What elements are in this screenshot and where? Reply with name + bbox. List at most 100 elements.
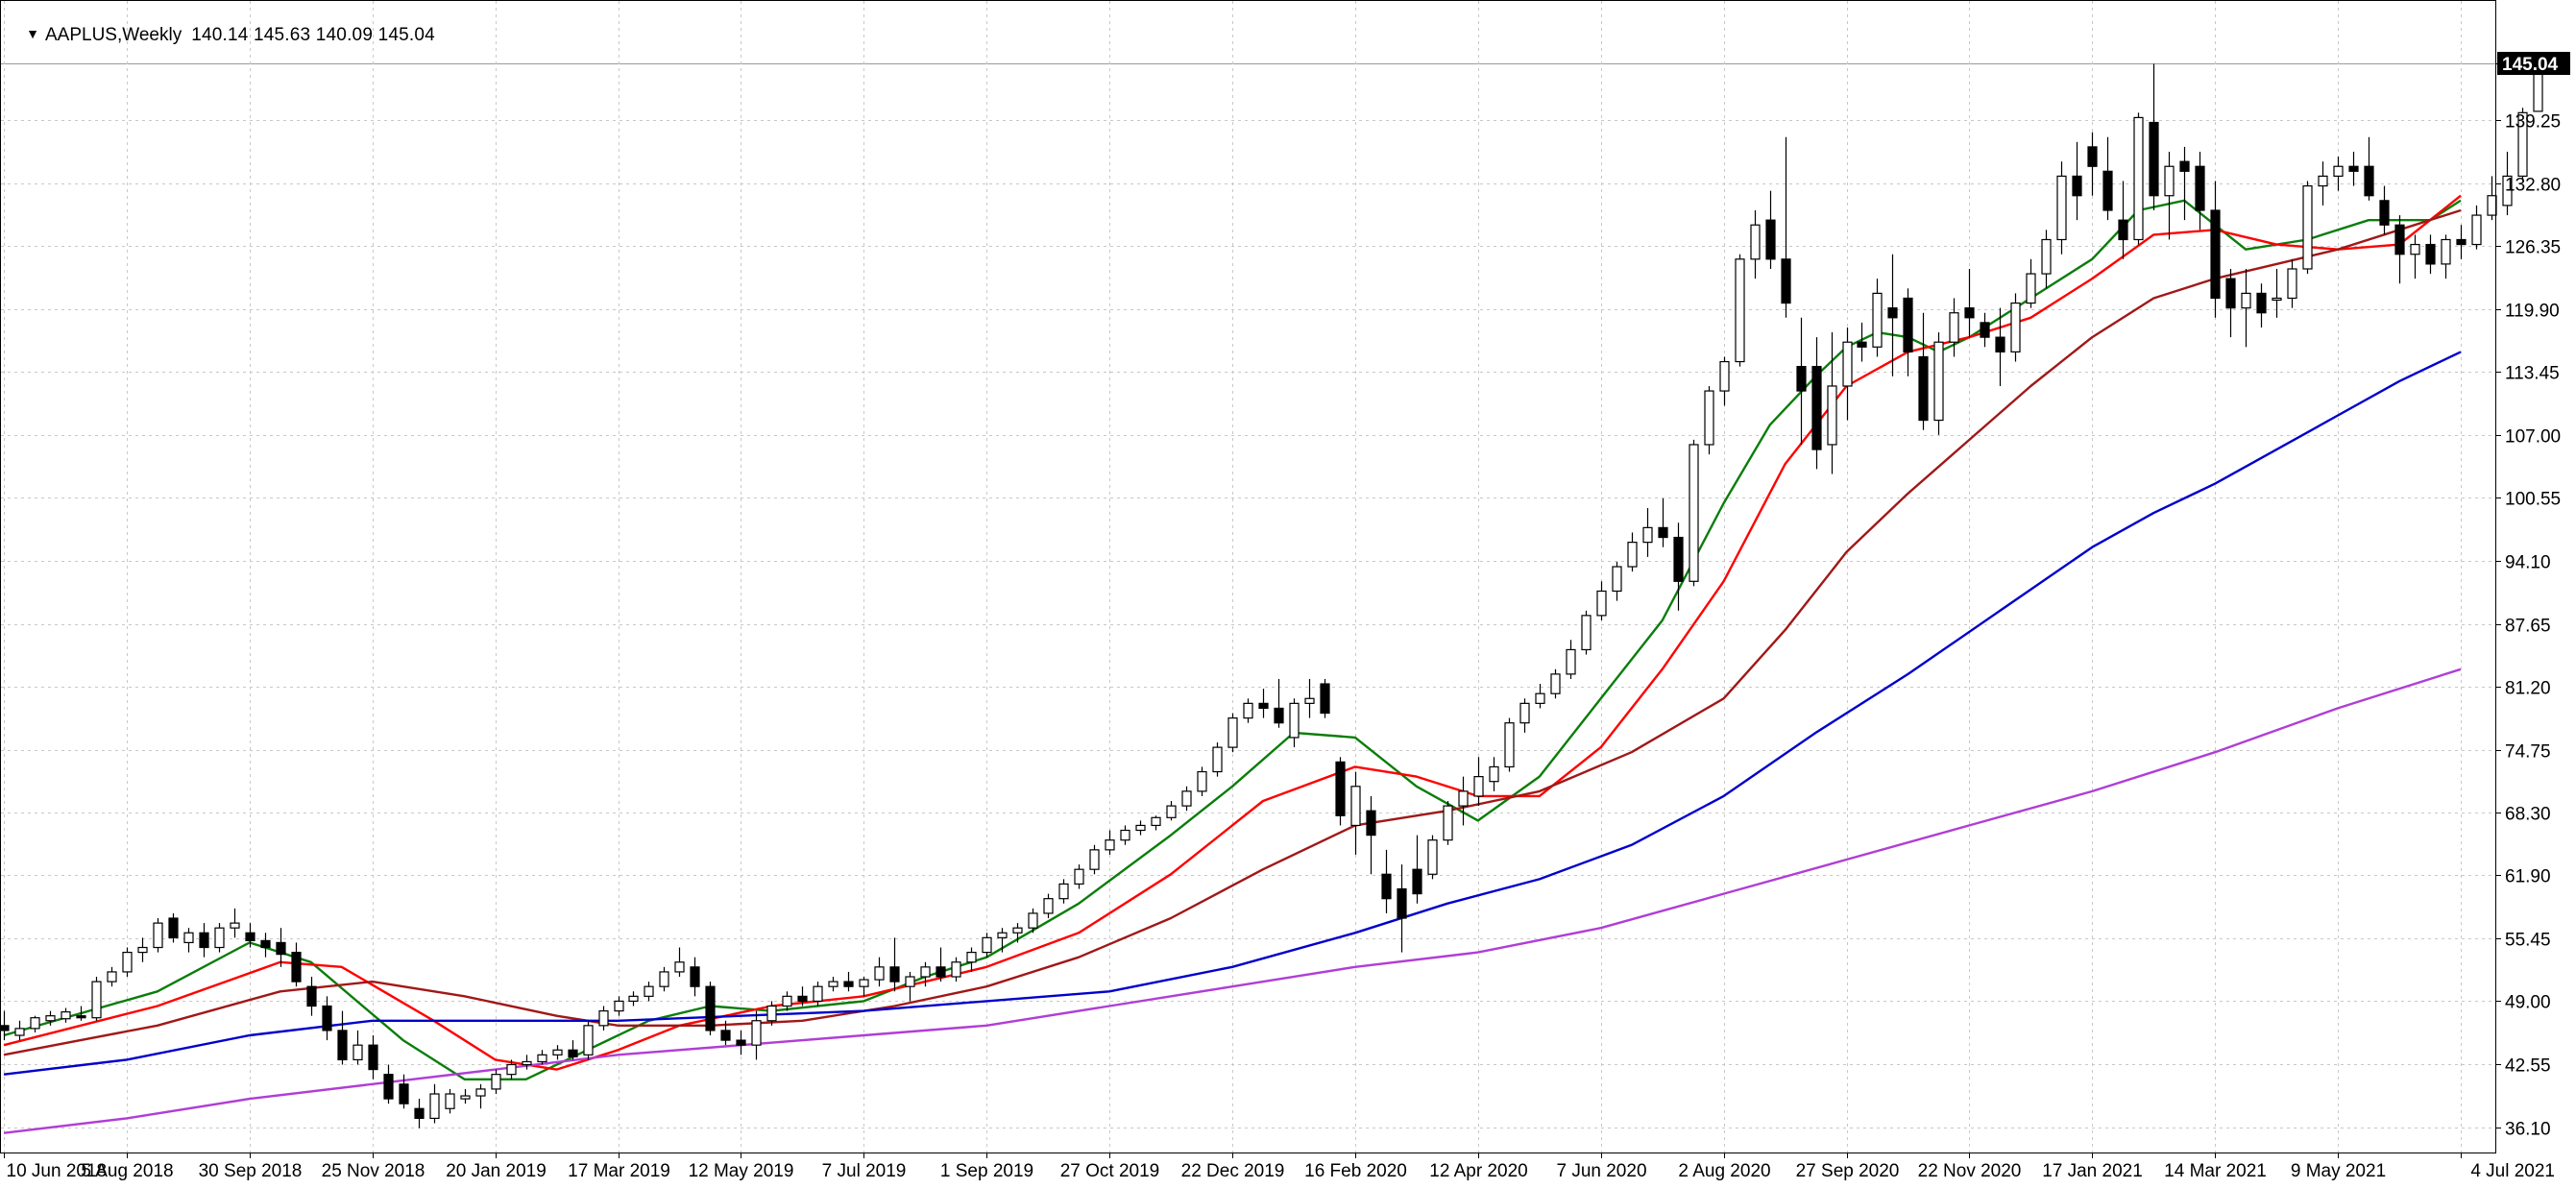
bull-candle xyxy=(1933,332,1944,435)
candle-body xyxy=(2164,165,2175,197)
candle-body xyxy=(1964,307,1975,319)
candle-body xyxy=(1320,683,1330,715)
y-tick-label: 55.45 xyxy=(2505,931,2551,951)
candle-body xyxy=(1704,390,1714,446)
collapse-triangle-icon[interactable]: ▼ xyxy=(26,26,39,41)
candle-body xyxy=(568,1049,578,1057)
x-tick-label: 7 Jul 2019 xyxy=(822,1161,907,1181)
bull-candle xyxy=(2318,161,2328,206)
bull-candle xyxy=(1197,766,1207,796)
candle-body xyxy=(2195,165,2205,211)
ma-darkred-line xyxy=(3,208,2462,1056)
candle-body xyxy=(2010,302,2021,352)
bull-candle xyxy=(2502,151,2513,216)
candle-body xyxy=(1120,829,1130,841)
bull-candle xyxy=(2410,234,2420,279)
candle-body xyxy=(1918,355,1929,422)
bull-candle xyxy=(966,947,977,972)
candle-body xyxy=(751,1020,762,1046)
bull-candle xyxy=(997,928,1008,953)
bull-candle xyxy=(1227,713,1238,753)
bull-candle xyxy=(674,947,685,978)
bull-candle xyxy=(628,991,639,1007)
bear-candle xyxy=(1258,689,1269,718)
bear-candle xyxy=(276,928,286,967)
bull-candle xyxy=(1719,356,1730,406)
bear-candle xyxy=(2102,136,2113,221)
candle-body xyxy=(874,966,885,981)
bull-candle xyxy=(828,977,838,992)
bear-candle xyxy=(245,923,255,948)
bull-candle xyxy=(2041,230,2052,289)
candle-body xyxy=(2302,184,2313,270)
bear-candle xyxy=(1335,757,1346,826)
candle-body xyxy=(705,985,716,1031)
bull-candle xyxy=(583,1020,594,1060)
y-tick-label: 49.00 xyxy=(2505,993,2551,1013)
x-tick-label: 7 Jun 2020 xyxy=(1556,1161,1646,1181)
candle-body xyxy=(2287,268,2297,300)
candle-body xyxy=(813,985,823,1003)
candle-body xyxy=(598,1009,609,1027)
bear-candle xyxy=(736,1030,746,1056)
bear-candle xyxy=(1765,190,1776,269)
candle-body xyxy=(368,1044,378,1071)
bull-candle xyxy=(460,1088,471,1104)
candle-body xyxy=(1719,360,1730,392)
bull-candle xyxy=(1535,684,1545,709)
bull-candle xyxy=(552,1045,563,1060)
candle-body xyxy=(522,1060,532,1066)
bear-candle xyxy=(1381,849,1392,913)
y-tick-label: 68.30 xyxy=(2505,805,2551,825)
bull-candle xyxy=(644,982,654,1002)
candle-body xyxy=(30,1017,40,1030)
y-tick-label: 139.25 xyxy=(2505,112,2561,133)
candle-body xyxy=(797,995,808,1003)
bear-candle xyxy=(2364,136,2374,201)
bull-candle xyxy=(352,1030,363,1065)
candle-body xyxy=(1827,385,1837,446)
candle-body xyxy=(2072,175,2082,197)
ohlc-readout: 140.14 145.63 140.09 145.04 xyxy=(191,25,435,45)
bear-candle xyxy=(368,1035,378,1080)
candle-body xyxy=(1227,717,1238,748)
candle-body xyxy=(1995,336,2005,352)
candle-body xyxy=(1197,770,1207,792)
candle-body xyxy=(337,1030,348,1061)
candle-body xyxy=(1135,824,1146,832)
candle-body xyxy=(352,1044,363,1061)
candle-body xyxy=(1473,776,1484,797)
candle-body xyxy=(1350,786,1361,827)
candle-body xyxy=(1903,297,1913,352)
candle-body xyxy=(1872,292,1883,348)
y-tick-label: 132.80 xyxy=(2505,176,2561,196)
ma-green-line xyxy=(3,199,2462,1080)
candle-body xyxy=(1151,816,1161,827)
x-tick-label: 22 Dec 2019 xyxy=(1181,1161,1285,1181)
candle-body xyxy=(936,966,946,978)
bull-candle xyxy=(905,971,915,1002)
x-tick-label: 27 Oct 2019 xyxy=(1060,1161,1160,1181)
bear-candle xyxy=(2195,151,2205,231)
bull-candle xyxy=(1427,835,1438,880)
candle-body xyxy=(291,951,302,983)
candle-body xyxy=(2348,165,2359,172)
bull-candle xyxy=(2471,205,2482,250)
candle-body xyxy=(2379,200,2390,226)
bull-candle xyxy=(766,1001,777,1026)
candle-body xyxy=(1842,341,1853,387)
bull-candle xyxy=(614,996,624,1016)
bull-candle xyxy=(1166,801,1177,821)
candle-body xyxy=(2102,170,2113,211)
bull-candle xyxy=(1212,742,1223,777)
y-tick-label: 119.90 xyxy=(2505,302,2560,322)
bull-candle xyxy=(1949,298,1959,357)
candle-body xyxy=(1212,746,1223,773)
candle-body xyxy=(122,951,133,973)
candle-body xyxy=(1105,839,1115,851)
candle-body xyxy=(1304,697,1315,704)
bear-candle xyxy=(568,1040,578,1060)
candle-body xyxy=(690,966,700,987)
